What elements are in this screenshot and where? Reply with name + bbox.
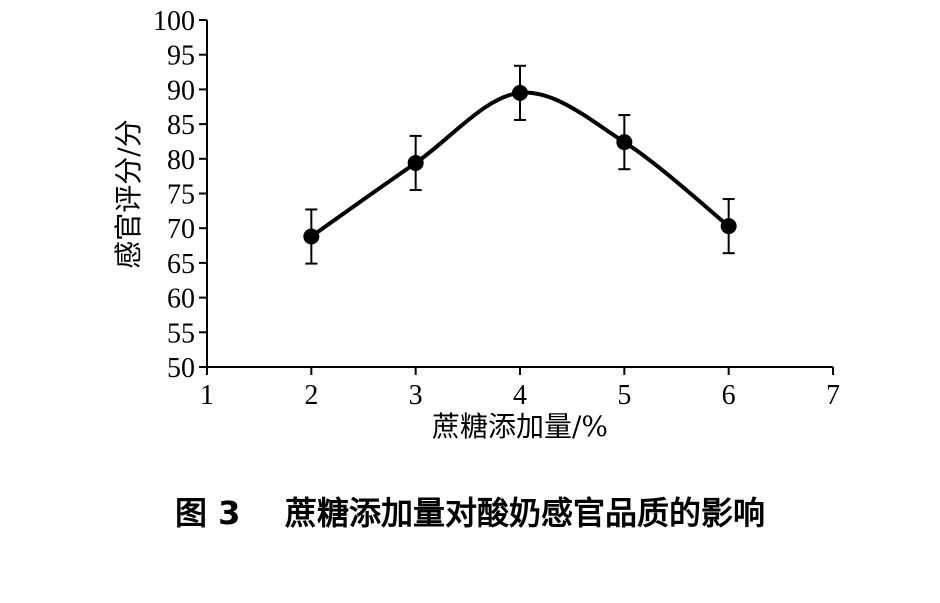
y-tick-label: 75 — [167, 180, 195, 211]
y-tick-label: 50 — [167, 353, 195, 384]
x-tick-label: 4 — [513, 380, 527, 411]
data-point — [512, 84, 528, 101]
x-tick-label: 5 — [617, 380, 631, 411]
data-point — [720, 218, 737, 235]
y-tick-label: 80 — [167, 145, 195, 176]
y-tick-label: 85 — [167, 110, 195, 141]
y-tick-label: 90 — [167, 75, 195, 106]
x-tick-label: 3 — [409, 380, 423, 411]
y-tick-label: 95 — [167, 41, 195, 72]
x-tick-label: 1 — [200, 380, 214, 411]
data-point — [407, 154, 424, 171]
y-tick-label: 60 — [167, 284, 195, 315]
x-axis-label: 蔗糖添加量/% — [432, 410, 608, 443]
y-tick-label: 70 — [167, 214, 195, 245]
x-tick-label: 2 — [304, 380, 318, 411]
y-tick-label: 65 — [167, 249, 195, 280]
y-axis-label: 感官评分/分 — [112, 119, 145, 268]
data-point — [303, 228, 320, 245]
data-point — [616, 134, 633, 151]
figure-caption: 图 3 蔗糖添加量对酸奶感官品质的影响 — [175, 494, 765, 532]
y-tick-label: 100 — [153, 6, 195, 37]
x-tick-label: 7 — [826, 380, 840, 411]
data-points — [303, 84, 737, 245]
x-tick-label: 6 — [722, 380, 736, 411]
y-tick-label: 55 — [167, 318, 195, 349]
